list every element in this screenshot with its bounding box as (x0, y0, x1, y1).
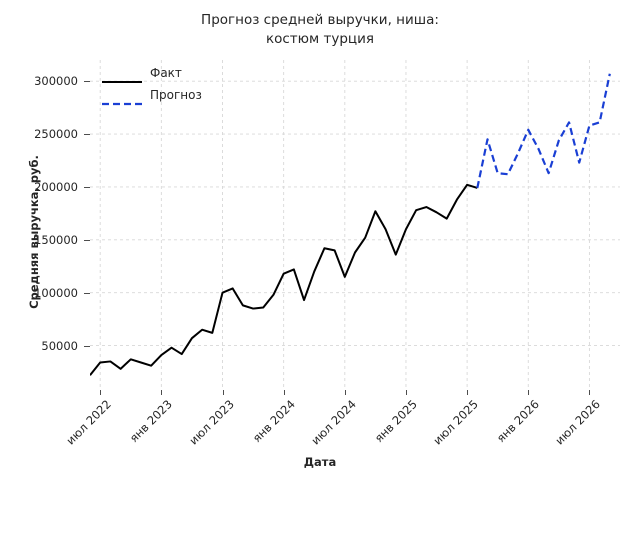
x-tick-mark (405, 390, 407, 395)
plot-area (90, 60, 620, 390)
x-tick-label: янв 2026 (493, 397, 543, 446)
series-lines (90, 73, 611, 376)
x-tick-label: июл 2026 (552, 397, 604, 448)
chart-title: Прогноз средней выручки, ниша: костюм ту… (201, 12, 439, 47)
x-tick-label: июл 2025 (430, 397, 482, 448)
x-tick-mark (467, 390, 469, 395)
plot-svg (90, 60, 620, 390)
x-tick-label: янв 2025 (371, 397, 420, 446)
legend-label: Факт (150, 66, 182, 80)
legend-item: Факт (102, 65, 202, 83)
x-tick-mark (528, 390, 530, 395)
legend-label: Прогноз (150, 88, 202, 102)
x-tick-label: июл 2022 (63, 397, 115, 448)
x-tick-label: июл 2023 (185, 397, 237, 448)
x-tick-mark (161, 390, 163, 395)
series-line-fact (90, 183, 478, 376)
legend-item: Прогноз (102, 87, 202, 106)
x-tick-mark (283, 390, 285, 395)
x-axis-label: Дата (303, 455, 337, 469)
x-tick-label: янв 2023 (127, 397, 176, 446)
chart-legend: Факт Прогноз (98, 63, 206, 106)
x-tick-label: янв 2024 (249, 397, 298, 446)
x-tick-mark (589, 390, 591, 395)
y-axis-label: Средняя выручка, руб. (27, 155, 41, 309)
x-tick-mark (344, 390, 346, 395)
series-line-forecast (476, 73, 611, 189)
chart-figure: Прогноз средней выручки, ниша: костюм ту… (27, 12, 620, 469)
x-tick-label: июл 2024 (308, 397, 359, 448)
x-tick-mark (222, 390, 224, 395)
x-tick-mark (100, 390, 102, 395)
y-tick-label: 300000 (34, 74, 78, 89)
grid-lines (90, 60, 620, 390)
